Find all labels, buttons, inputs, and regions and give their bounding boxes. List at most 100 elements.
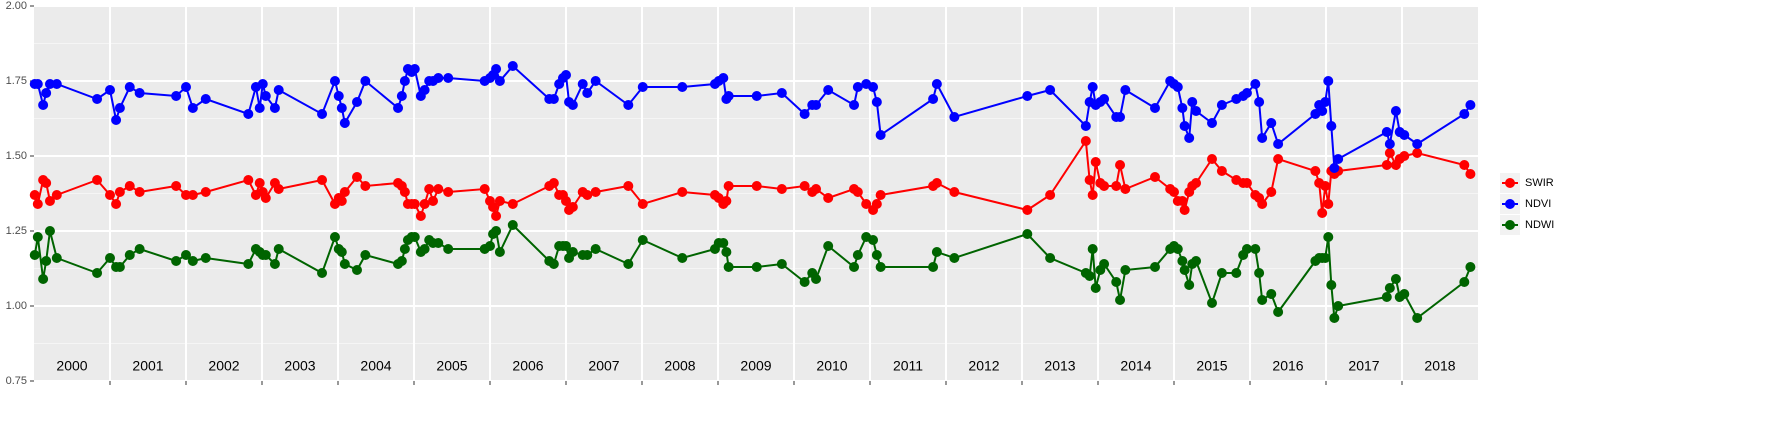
data-point [949,112,960,122]
legend-label: NDWI [1525,219,1554,231]
data-point [1266,187,1277,197]
data-point [931,178,942,188]
data-point [1099,259,1110,269]
data-point [875,190,886,200]
data-point [1191,256,1202,266]
data-point [1412,148,1423,158]
legend-symbol [1505,199,1515,209]
data-point [41,88,52,98]
data-point [1150,172,1160,182]
data-point [360,76,371,86]
data-point [200,187,211,197]
data-point [875,130,886,140]
year-label: 2005 [436,358,467,374]
data-point [849,262,860,272]
data-point [1111,181,1122,191]
data-point [491,64,502,74]
y-tick-label: 0.75 [6,375,27,387]
data-point [1169,187,1179,197]
data-point [1207,298,1217,308]
data-point [1150,262,1160,272]
data-point [1320,97,1331,107]
data-point [561,196,571,206]
data-point [1216,268,1227,278]
data-point [1459,160,1470,170]
data-point [931,247,942,257]
data-point [1381,292,1392,302]
data-point [433,73,444,83]
data-point [333,91,344,101]
data-point [637,235,648,245]
data-point [823,193,834,203]
data-point [51,79,62,89]
data-point [1179,265,1190,275]
data-point [1216,166,1227,176]
data-point [200,253,211,263]
data-point [181,190,191,200]
data-point [336,103,347,113]
data-point [507,199,518,209]
data-point [637,199,648,209]
data-point [677,187,688,197]
data-point [507,61,518,71]
data-point [269,259,280,269]
data-point [590,244,601,254]
data-point [1390,106,1401,116]
data-point [799,277,810,287]
data-point [1090,157,1101,167]
y-tick-label: 2.00 [6,0,27,12]
data-point [623,259,634,269]
data-point [567,247,578,257]
data-point [1273,307,1284,317]
data-point [124,181,135,191]
data-point [1329,163,1340,173]
data-point [114,262,125,272]
year-label: 2016 [1272,358,1303,374]
data-point [260,193,271,203]
data-point [254,178,265,188]
year-label: 2015 [1196,358,1227,374]
data-point [1257,295,1268,305]
year-label: 2010 [816,358,847,374]
data-point [1150,103,1160,113]
data-point [1045,253,1056,263]
data-point [29,250,40,260]
data-point [257,79,268,89]
data-point [1323,76,1334,86]
data-point [677,82,688,92]
data-point [1179,205,1190,215]
data-point [171,256,182,266]
data-point [443,187,454,197]
data-point [92,94,103,104]
data-point [29,190,40,200]
data-point [273,184,284,194]
data-point [273,244,284,254]
data-point [723,181,734,191]
data-point [871,199,882,209]
data-point [1333,301,1344,311]
data-point [928,262,939,272]
data-point [1099,94,1110,104]
data-point [1191,106,1202,116]
data-point [637,82,648,92]
data-point [1459,277,1470,287]
data-point [494,76,505,86]
data-point [1399,151,1410,161]
legend-symbol [1505,220,1515,230]
data-point [200,94,211,104]
data-point [491,211,502,221]
data-point [852,250,863,260]
data-point [1250,244,1261,254]
data-point [1090,283,1101,293]
data-point [124,250,135,260]
data-point [1080,136,1091,146]
year-label: 2008 [664,358,695,374]
data-point [1022,205,1033,215]
data-point [352,97,362,107]
legend-label: SWIR [1525,177,1554,189]
data-point [1465,169,1476,179]
data-point [875,262,886,272]
data-point [243,259,254,269]
data-point [92,268,103,278]
year-label: 2002 [208,358,239,374]
